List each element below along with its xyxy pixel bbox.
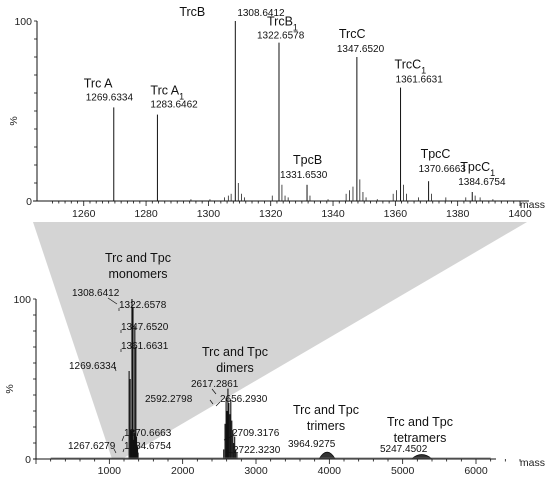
peak-mass-label: 1322.6578 <box>257 31 305 42</box>
bottom-peak-mass-label: 1361.6631 <box>121 341 169 352</box>
bottom-peak-mass-label: 1308.6412 <box>72 288 120 299</box>
oligomer-group-label: Trc and Tpc <box>105 251 171 265</box>
compound-name: TrcB <box>179 5 205 19</box>
compound-name: Trc A <box>150 84 179 98</box>
label-leader-line <box>107 297 118 305</box>
compound-label: TpcC1 <box>460 160 495 178</box>
label-leader-line <box>225 451 234 454</box>
label-leader-line <box>113 448 117 454</box>
bottom-peak-mass-label: 2617.2861 <box>191 379 239 390</box>
top-panel: 1260 1280 1300 1320 1340 1360 1380 1400 100 0% mas… <box>8 5 545 220</box>
label-leader-line <box>121 435 125 442</box>
peak-mass-label: 1331.6530 <box>280 170 328 181</box>
bottom-x-tick-label: 2000 <box>171 465 195 477</box>
compound-subscript: 1 <box>490 168 495 178</box>
compound-subscript: 1 <box>421 66 426 76</box>
top-y-tick-label: 0 <box>26 196 32 208</box>
peak-mass-label: 1347.6520 <box>337 44 385 55</box>
bottom-peak-mass-label: 1370.6663 <box>124 428 172 439</box>
compound-label: TpcC <box>421 147 451 161</box>
top-x-tick-label: 1340 <box>321 208 345 220</box>
top-x-tick-label: 1260 <box>72 208 96 220</box>
bottom-y-tick-label: 100 <box>13 294 31 306</box>
bottom-peak-mass-label: 2722.3230 <box>233 445 281 456</box>
compound-name: TrcC <box>395 58 422 72</box>
zoom-wedge <box>33 222 527 459</box>
bottom-peak-mass-label: 1267.6279 <box>68 441 116 452</box>
oligomer-group-label: trimers <box>307 419 345 433</box>
compound-subscript: 1 <box>293 23 298 33</box>
peak-mass-label: 1361.6631 <box>396 75 444 86</box>
top-y-unit-label: % <box>8 116 20 125</box>
peak-mass-label: 1283.6462 <box>150 100 198 111</box>
compound-name: TpcC <box>421 147 451 161</box>
peak-mass-label: 1384.6754 <box>458 177 506 188</box>
compound-label: TrcB <box>179 5 205 19</box>
bottom-x-tick-label: 5000 <box>391 465 415 477</box>
bottom-peak-mass-label: 2709.3176 <box>232 428 280 439</box>
top-x-tick-label: 1300 <box>197 208 221 220</box>
top-x-tick-label: 1380 <box>446 208 470 220</box>
bottom-x-tick-label: 1000 <box>98 465 122 477</box>
top-x-tick-label: 1400 <box>508 208 532 220</box>
label-leader-line <box>114 366 117 372</box>
compound-label: Trc A <box>84 76 113 90</box>
bottom-peak-mass-label: 1269.6334 <box>69 361 117 372</box>
compound-name: TpcC <box>460 160 490 174</box>
top-x-tick-label: 1320 <box>259 208 283 220</box>
compound-label: TrcC <box>339 27 366 41</box>
oligomer-envelope <box>318 451 336 460</box>
oligomer-group-label: dimers <box>216 361 254 375</box>
bottom-x-tick-label: 3000 <box>244 465 268 477</box>
compound-subscript: 1 <box>179 92 184 102</box>
bottom-peak-mass-label: 1347.6520 <box>121 322 169 333</box>
compound-label: TrcC1 <box>395 58 427 76</box>
oligomer-group-label: Trc and Tpc <box>387 415 453 429</box>
oligomer-group-label: monomers <box>108 267 167 281</box>
top-y-tick-label: 100 <box>14 16 32 28</box>
label-leader-line <box>122 448 125 453</box>
bottom-panel: 1000 2000 3000 4000 5000 60001000%mass1308.64… <box>4 251 545 477</box>
bottom-x-unit-label: mass <box>520 457 545 469</box>
oligomer-group-label: tetramers <box>394 431 447 445</box>
compound-name: TrcB <box>267 15 293 29</box>
compound-label: Trc A1 <box>150 84 184 102</box>
compound-name: TrcC <box>339 27 366 41</box>
bottom-x-tick-label: 6000 <box>464 465 488 477</box>
compound-label: TrcB1 <box>267 15 298 33</box>
bottom-peak-mass-label: 2656.2930 <box>220 394 268 405</box>
label-leader-line <box>223 435 233 441</box>
label-leader-line <box>215 401 221 407</box>
peak-mass-label: 1269.6334 <box>86 92 134 103</box>
compound-label: TpcB <box>293 153 322 167</box>
top-x-tick-label: 1280 <box>134 208 158 220</box>
peak-mass-label: 1370.6663 <box>419 164 467 175</box>
bottom-peak-mass-label: 3964.9275 <box>288 439 336 450</box>
compound-name: Trc A <box>84 76 113 90</box>
bottom-peak-mass-label: 1384.6754 <box>124 441 172 452</box>
bottom-peak-mass-label: 5247.4502 <box>380 444 428 455</box>
oligomer-group-label: Trc and Tpc <box>293 403 359 417</box>
bottom-y-unit-label: % <box>4 384 16 393</box>
bottom-y-tick-label: 0 <box>25 454 31 466</box>
top-x-tick-label: 1360 <box>384 208 408 220</box>
peak-mass-label: 1308.6412 <box>237 8 285 19</box>
bottom-peak-mass-label: 1322.6578 <box>119 300 167 311</box>
label-leader-line <box>209 399 214 405</box>
compound-name: TpcB <box>293 153 322 167</box>
label-leader-line <box>211 388 217 395</box>
bottom-x-tick-label: 4000 <box>318 465 342 477</box>
bottom-peak-mass-label: 2592.2798 <box>145 394 193 405</box>
oligomer-group-label: Trc and Tpc <box>202 345 268 359</box>
top-x-unit-label: mass <box>520 199 545 211</box>
